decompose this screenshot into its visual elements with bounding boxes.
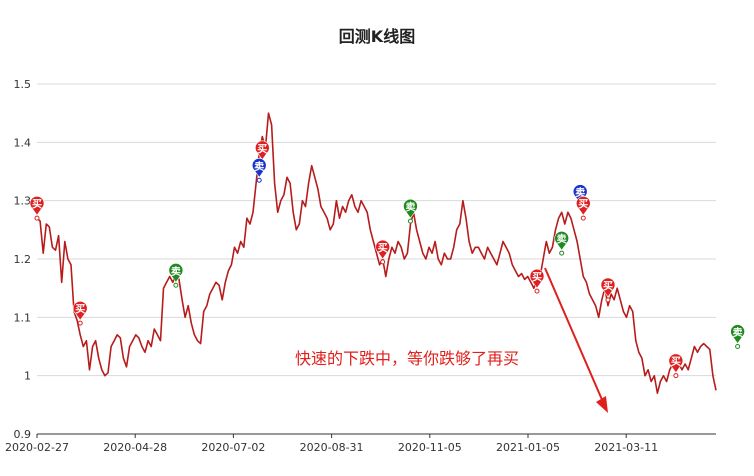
trade-point <box>559 250 565 256</box>
x-tick-label: 2021-03-11 <box>594 441 658 454</box>
chart-title: 回测K线图 <box>339 27 415 46</box>
marker-pin <box>403 198 418 219</box>
trade-point <box>77 320 83 326</box>
marker-label: 买 <box>671 356 681 368</box>
x-tick-label: 2020-02-27 <box>5 441 69 454</box>
buy-marker: 买 <box>529 268 545 294</box>
marker-label: 卖 <box>733 326 743 339</box>
marker-label: 买 <box>75 304 85 316</box>
marker-pin <box>29 196 45 216</box>
y-tick-label: 1.3 <box>14 195 32 208</box>
marker-label: 卖 <box>405 201 415 214</box>
arrow-layer <box>544 267 608 413</box>
trade-point <box>380 259 386 265</box>
marker-label: 卖 <box>254 160 264 173</box>
x-tick-label: 2021-01-05 <box>496 441 560 454</box>
sell-marker: 卖 <box>251 158 267 183</box>
marker-label: 买 <box>32 199 42 211</box>
series-line <box>36 112 717 394</box>
trade-point <box>735 344 741 349</box>
y-tick-label: 0.9 <box>14 428 32 441</box>
marker-pin <box>554 231 569 251</box>
x-tick-label: 2020-11-05 <box>398 441 462 454</box>
buy-marker: 买 <box>29 196 45 221</box>
y-tick-label: 1.5 <box>14 78 32 91</box>
trade-point <box>407 218 413 224</box>
y-tick-label: 1 <box>24 370 31 383</box>
marker-label: 买 <box>532 272 542 284</box>
trade-point <box>256 177 262 183</box>
marker-pin <box>576 196 591 216</box>
sell-marker: 卖 <box>403 198 418 224</box>
marker-pin <box>72 301 88 321</box>
arrow-shaft <box>544 267 604 403</box>
marker-label: 买 <box>578 199 588 211</box>
marker-label: 买 <box>378 242 388 254</box>
marker-pin <box>600 277 616 298</box>
marker-pin <box>255 140 270 161</box>
trade-point <box>34 215 40 221</box>
buy-marker: 买 <box>576 196 591 221</box>
trade-point <box>173 282 179 288</box>
line-layer <box>36 112 717 394</box>
marker-pin <box>375 239 390 260</box>
marker-pin <box>668 353 684 374</box>
marker-label: 卖 <box>557 233 567 246</box>
marker-pin <box>168 263 184 283</box>
buy-marker: 买 <box>72 301 88 326</box>
marker-pin <box>730 324 745 345</box>
x-tick-label: 2020-04-28 <box>103 441 167 454</box>
marker-label: 卖 <box>575 186 585 199</box>
annotation-text: 快速的下跌中，等你跌够了再买 <box>295 349 519 368</box>
y-tick-label: 1.4 <box>14 136 32 149</box>
trade-point <box>534 288 540 294</box>
axis-layer: 0.9 1 1.1 1.2 1.3 1.4 1.5 2020-02-27 2020-04-28 2… <box>5 78 716 454</box>
buy-marker: 买 <box>375 239 390 265</box>
marker-label: 卖 <box>171 265 181 278</box>
x-tick-label: 2020-08-31 <box>300 441 364 454</box>
trade-point <box>605 297 611 303</box>
trade-point <box>580 215 586 221</box>
arrow-head <box>596 396 608 413</box>
x-tick-label: 2020-07-02 <box>201 441 265 454</box>
sell-marker: 卖 <box>730 324 745 349</box>
sell-marker: 卖 <box>554 231 569 256</box>
marker-label: 买 <box>603 280 613 292</box>
sell-marker: 卖 <box>168 263 184 288</box>
y-tick-label: 1.1 <box>14 311 32 324</box>
buy-marker: 买 <box>668 353 684 379</box>
marker-pin <box>529 268 545 289</box>
marker-pin <box>251 158 267 178</box>
y-tick-label: 1.2 <box>14 253 32 266</box>
marker-pin <box>572 184 588 205</box>
grid-layer <box>37 83 716 435</box>
marker-label: 买 <box>257 143 267 155</box>
buy-marker: 买 <box>600 277 616 303</box>
trade-point <box>673 373 679 379</box>
